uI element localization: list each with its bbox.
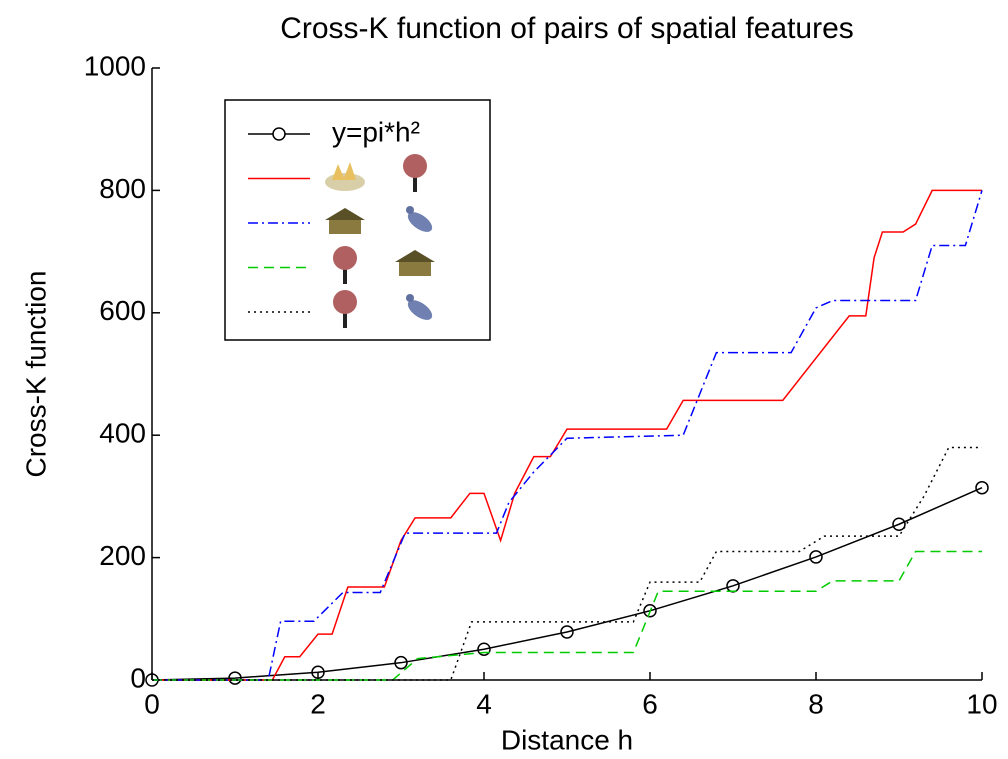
series-line	[152, 190, 983, 681]
marker	[228, 671, 242, 685]
y-tick-label: 0	[130, 662, 146, 693]
marker	[892, 517, 906, 531]
series-line	[151, 487, 983, 681]
y-tick-label: 800	[99, 173, 146, 204]
marker	[643, 604, 657, 618]
chart-title: Cross-K function of pairs of spatial fea…	[280, 12, 854, 45]
y-tick-label: 600	[99, 295, 146, 326]
y-tick-label: 200	[99, 540, 146, 571]
x-tick-label: 8	[808, 688, 824, 719]
x-tick-label: 6	[642, 688, 658, 719]
icon-house	[395, 250, 435, 276]
marker	[560, 625, 574, 639]
icon-fire	[325, 162, 365, 191]
icon-tree	[333, 246, 357, 284]
legend-marker	[272, 127, 286, 141]
series-line	[152, 189, 982, 681]
marker	[809, 550, 823, 564]
marker	[311, 665, 325, 680]
icon-tree	[333, 290, 357, 328]
x-tick-label: 2	[310, 688, 326, 719]
y-axis-label: Cross-K function	[20, 271, 51, 478]
x-tick-label: 0	[144, 688, 160, 719]
icon-bird	[406, 206, 433, 232]
icon-tree	[403, 154, 427, 192]
series-line	[152, 446, 982, 681]
x-tick-label: 4	[476, 688, 492, 719]
icon-house	[325, 208, 365, 234]
legend: y=pi*h²	[224, 99, 491, 341]
x-tick-label: 10	[966, 688, 997, 719]
series-line	[152, 550, 982, 681]
marker	[394, 655, 408, 670]
marker	[477, 642, 491, 656]
legend-label: y=pi*h²	[332, 116, 420, 147]
y-tick-label: 400	[99, 418, 146, 449]
y-tick-label: 1000	[84, 50, 146, 81]
x-axis-label: Distance h	[501, 724, 633, 755]
icon-bird	[406, 294, 433, 320]
marker	[975, 480, 989, 495]
